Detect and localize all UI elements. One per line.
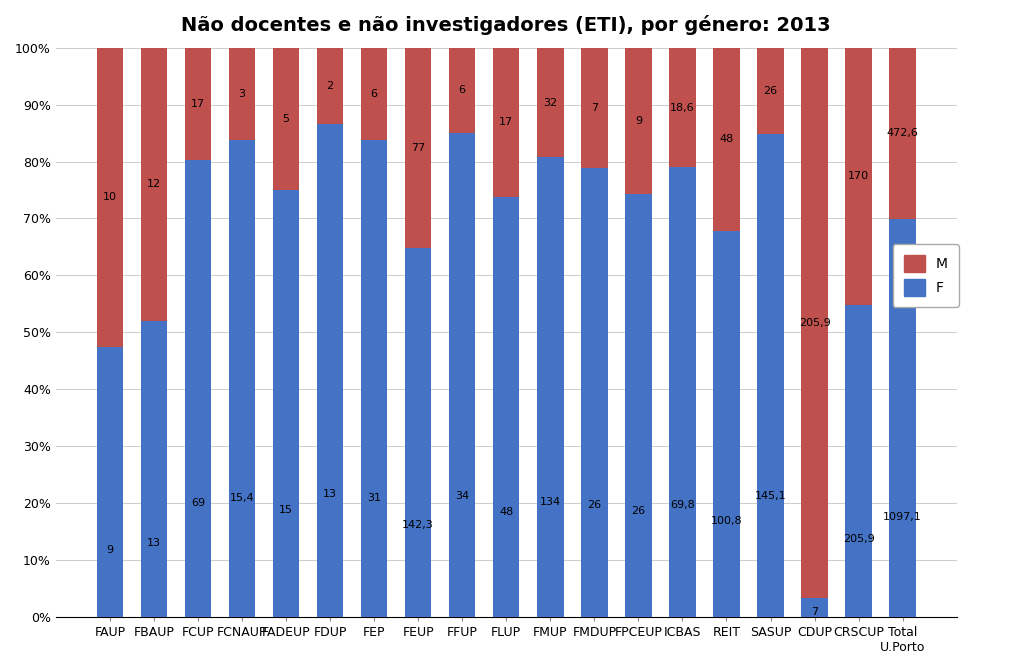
Text: 48: 48: [719, 134, 733, 145]
Text: 5: 5: [283, 114, 290, 124]
Text: 12: 12: [146, 179, 161, 189]
Bar: [626, 47, 651, 194]
Bar: [272, 190, 299, 617]
Text: 69: 69: [190, 498, 205, 508]
Bar: [846, 305, 871, 617]
Bar: [714, 231, 739, 617]
Bar: [140, 47, 167, 321]
Text: 69,8: 69,8: [670, 500, 695, 510]
Text: 13: 13: [147, 538, 161, 548]
Bar: [494, 197, 519, 617]
Bar: [670, 47, 695, 167]
Bar: [494, 47, 519, 197]
Text: 26: 26: [632, 506, 645, 516]
Text: 472,6: 472,6: [887, 128, 919, 138]
Bar: [890, 219, 915, 617]
Text: 134: 134: [540, 497, 561, 507]
Text: 205,9: 205,9: [799, 318, 830, 328]
Text: 10: 10: [102, 193, 117, 203]
Text: 1097,1: 1097,1: [884, 512, 922, 522]
Text: 26: 26: [588, 500, 601, 510]
Legend: M, F: M, F: [893, 244, 958, 307]
Bar: [228, 140, 255, 617]
Text: 6: 6: [459, 86, 466, 96]
Bar: [184, 47, 211, 160]
Bar: [714, 47, 739, 231]
Title: Não docentes e não investigadores (ETI), por género: 2013: Não docentes e não investigadores (ETI),…: [181, 15, 831, 35]
Bar: [538, 47, 563, 157]
Text: 48: 48: [499, 507, 513, 517]
Text: 100,8: 100,8: [711, 516, 742, 526]
Bar: [670, 167, 695, 617]
Text: 15,4: 15,4: [229, 493, 254, 503]
Bar: [802, 47, 827, 598]
Bar: [228, 47, 255, 140]
Text: 9: 9: [635, 116, 642, 126]
Bar: [272, 47, 299, 190]
Bar: [449, 133, 475, 617]
Bar: [538, 157, 563, 617]
Text: 31: 31: [368, 493, 381, 502]
Bar: [758, 134, 783, 617]
Text: 17: 17: [190, 99, 205, 109]
Text: 7: 7: [591, 103, 598, 113]
Bar: [449, 47, 475, 133]
Text: 3: 3: [239, 89, 246, 99]
Text: 170: 170: [848, 171, 869, 181]
Bar: [582, 47, 607, 169]
Bar: [846, 47, 871, 305]
Bar: [96, 347, 123, 617]
Text: 32: 32: [544, 98, 557, 108]
Text: 15: 15: [280, 505, 293, 515]
Text: 142,3: 142,3: [402, 520, 434, 530]
Bar: [404, 248, 431, 617]
Bar: [96, 47, 123, 347]
Bar: [316, 47, 343, 124]
Bar: [360, 140, 387, 617]
Bar: [802, 598, 827, 617]
Text: 2: 2: [327, 81, 334, 90]
Text: 7: 7: [811, 607, 818, 617]
Text: 9: 9: [106, 545, 114, 555]
Bar: [316, 124, 343, 617]
Bar: [360, 47, 387, 140]
Text: 77: 77: [411, 142, 425, 153]
Text: 13: 13: [324, 488, 337, 498]
Bar: [140, 321, 167, 617]
Text: 145,1: 145,1: [755, 491, 786, 501]
Bar: [626, 194, 651, 617]
Bar: [184, 160, 211, 617]
Text: 26: 26: [764, 86, 777, 96]
Bar: [758, 47, 783, 134]
Text: 6: 6: [371, 89, 378, 99]
Bar: [890, 47, 915, 219]
Text: 205,9: 205,9: [843, 534, 874, 544]
Bar: [582, 169, 607, 617]
Text: 17: 17: [500, 117, 513, 127]
Bar: [404, 47, 431, 248]
Text: 34: 34: [456, 491, 469, 501]
Text: 18,6: 18,6: [670, 102, 694, 112]
